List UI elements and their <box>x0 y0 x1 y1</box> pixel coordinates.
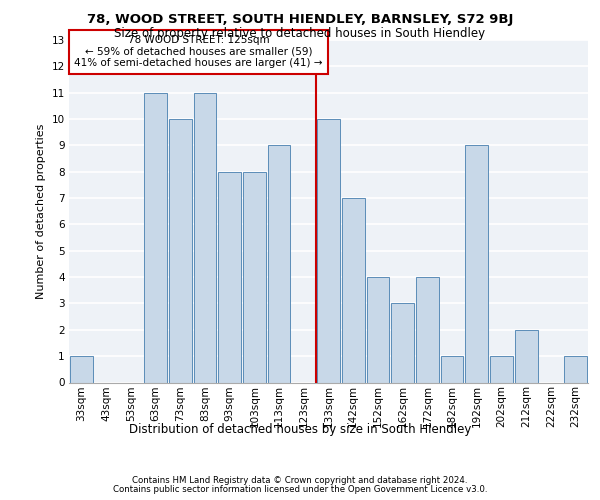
Bar <box>391 304 414 382</box>
Bar <box>194 92 216 383</box>
Text: Size of property relative to detached houses in South Hiendley: Size of property relative to detached ho… <box>115 28 485 40</box>
Bar <box>218 172 241 382</box>
Bar <box>144 92 167 383</box>
Y-axis label: Number of detached properties: Number of detached properties <box>36 124 46 299</box>
Bar <box>243 172 266 382</box>
Bar <box>466 146 488 382</box>
Bar <box>416 277 439 382</box>
Bar <box>169 119 191 382</box>
Bar <box>490 356 513 382</box>
Bar <box>441 356 463 382</box>
Text: 78 WOOD STREET: 125sqm
← 59% of detached houses are smaller (59)
41% of semi-det: 78 WOOD STREET: 125sqm ← 59% of detached… <box>74 36 323 68</box>
Bar <box>564 356 587 382</box>
Bar <box>317 119 340 382</box>
Bar <box>342 198 365 382</box>
Bar <box>70 356 93 382</box>
Text: Distribution of detached houses by size in South Hiendley: Distribution of detached houses by size … <box>129 423 471 436</box>
Bar <box>515 330 538 382</box>
Bar <box>268 146 290 382</box>
Text: 78, WOOD STREET, SOUTH HIENDLEY, BARNSLEY, S72 9BJ: 78, WOOD STREET, SOUTH HIENDLEY, BARNSLE… <box>87 12 513 26</box>
Bar <box>367 277 389 382</box>
Text: Contains public sector information licensed under the Open Government Licence v3: Contains public sector information licen… <box>113 485 487 494</box>
Text: Contains HM Land Registry data © Crown copyright and database right 2024.: Contains HM Land Registry data © Crown c… <box>132 476 468 485</box>
